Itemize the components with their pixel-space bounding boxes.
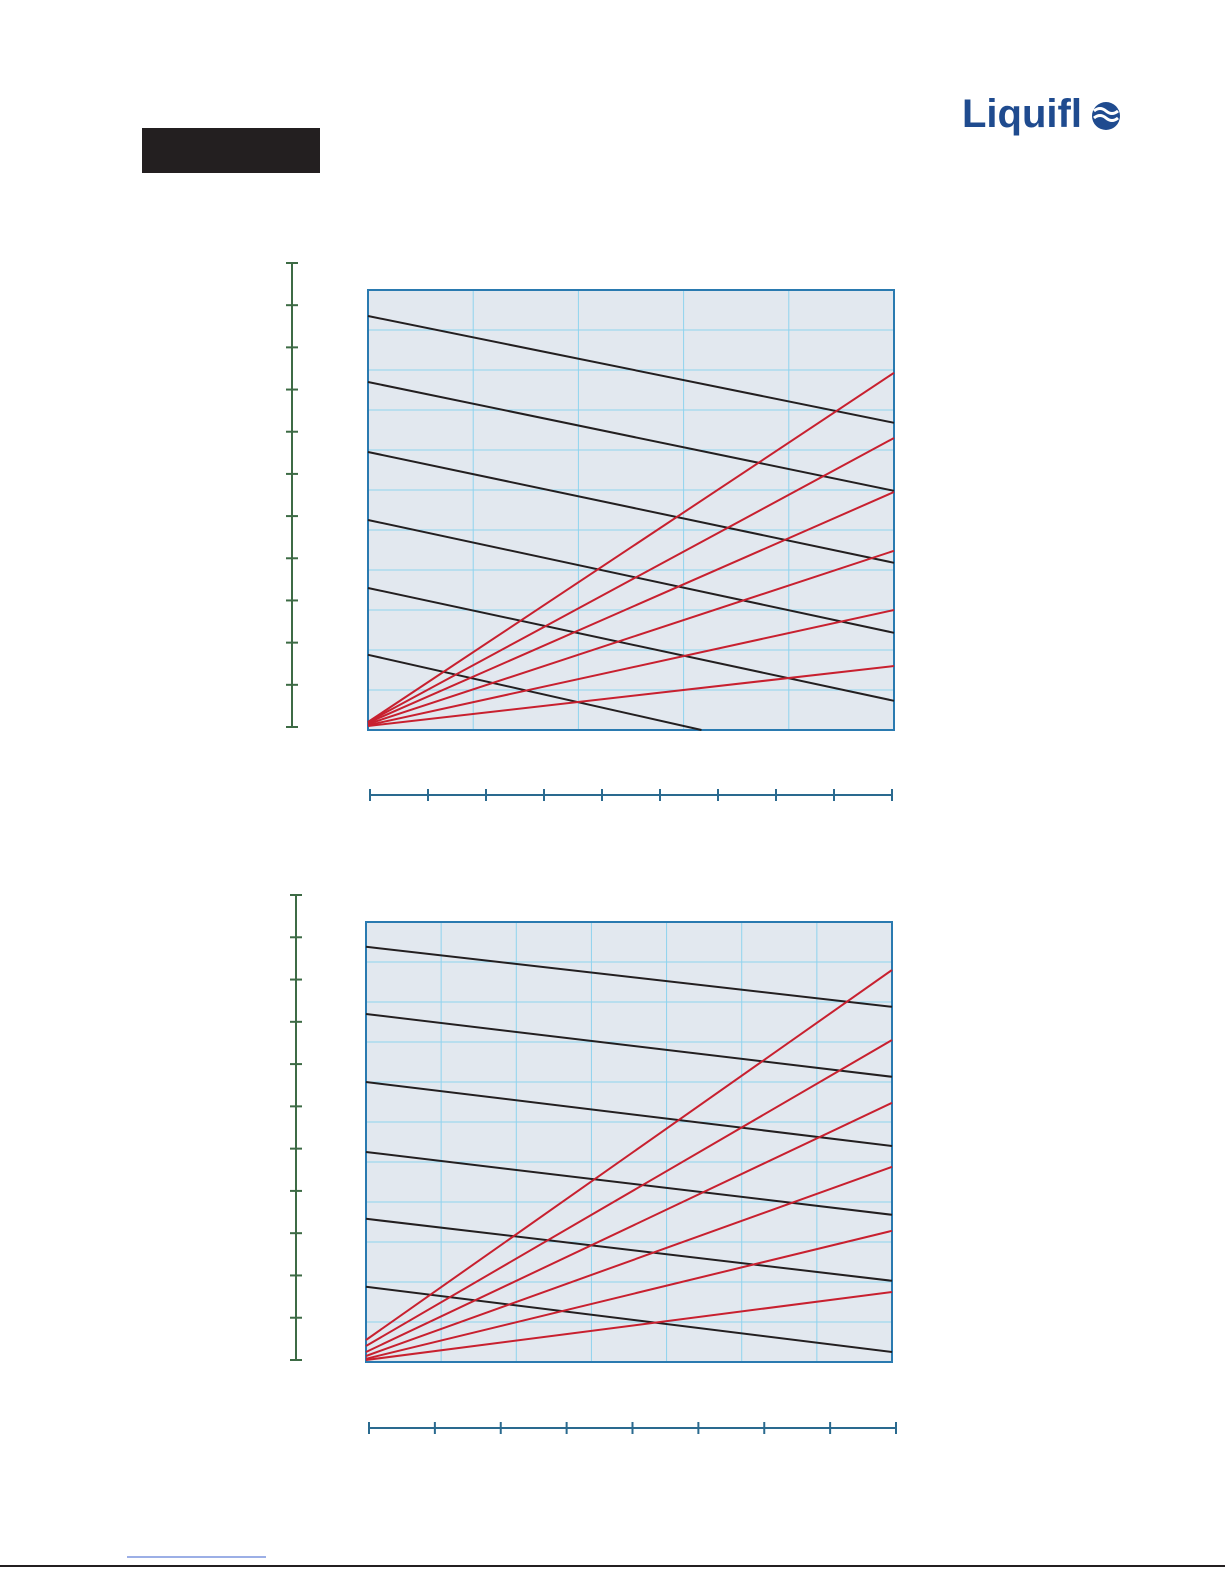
- series-line: [365, 1217, 893, 1282]
- series-line: [367, 519, 895, 634]
- series-line: [367, 587, 895, 702]
- series-line: [367, 549, 895, 725]
- series-line: [367, 653, 702, 731]
- plot-frame: [365, 921, 893, 1363]
- logo-icon: [1092, 102, 1120, 130]
- plot-area: [366, 922, 892, 1362]
- redacted-block: [142, 128, 320, 173]
- series-line: [367, 315, 895, 424]
- series-line: [365, 1081, 893, 1147]
- series-line: [365, 1291, 893, 1361]
- series-line: [367, 451, 895, 564]
- series-line: [365, 1101, 893, 1353]
- series-line: [365, 969, 893, 1341]
- series-line: [367, 371, 895, 723]
- plot-frame: [367, 289, 895, 731]
- series-line: [367, 491, 895, 724]
- series-line: [365, 1165, 893, 1357]
- series-line: [365, 1229, 893, 1360]
- series-line: [367, 381, 895, 492]
- plot-area: [368, 290, 894, 730]
- series-line: [367, 437, 895, 723]
- series-line: [365, 1151, 893, 1216]
- series-line: [365, 1013, 893, 1078]
- series-line: [367, 665, 895, 727]
- series-line: [365, 1285, 893, 1353]
- series-line: [367, 609, 895, 727]
- series-line: [365, 945, 893, 1008]
- series-line: [365, 1039, 893, 1347]
- logo: Liquifl: [962, 92, 1082, 136]
